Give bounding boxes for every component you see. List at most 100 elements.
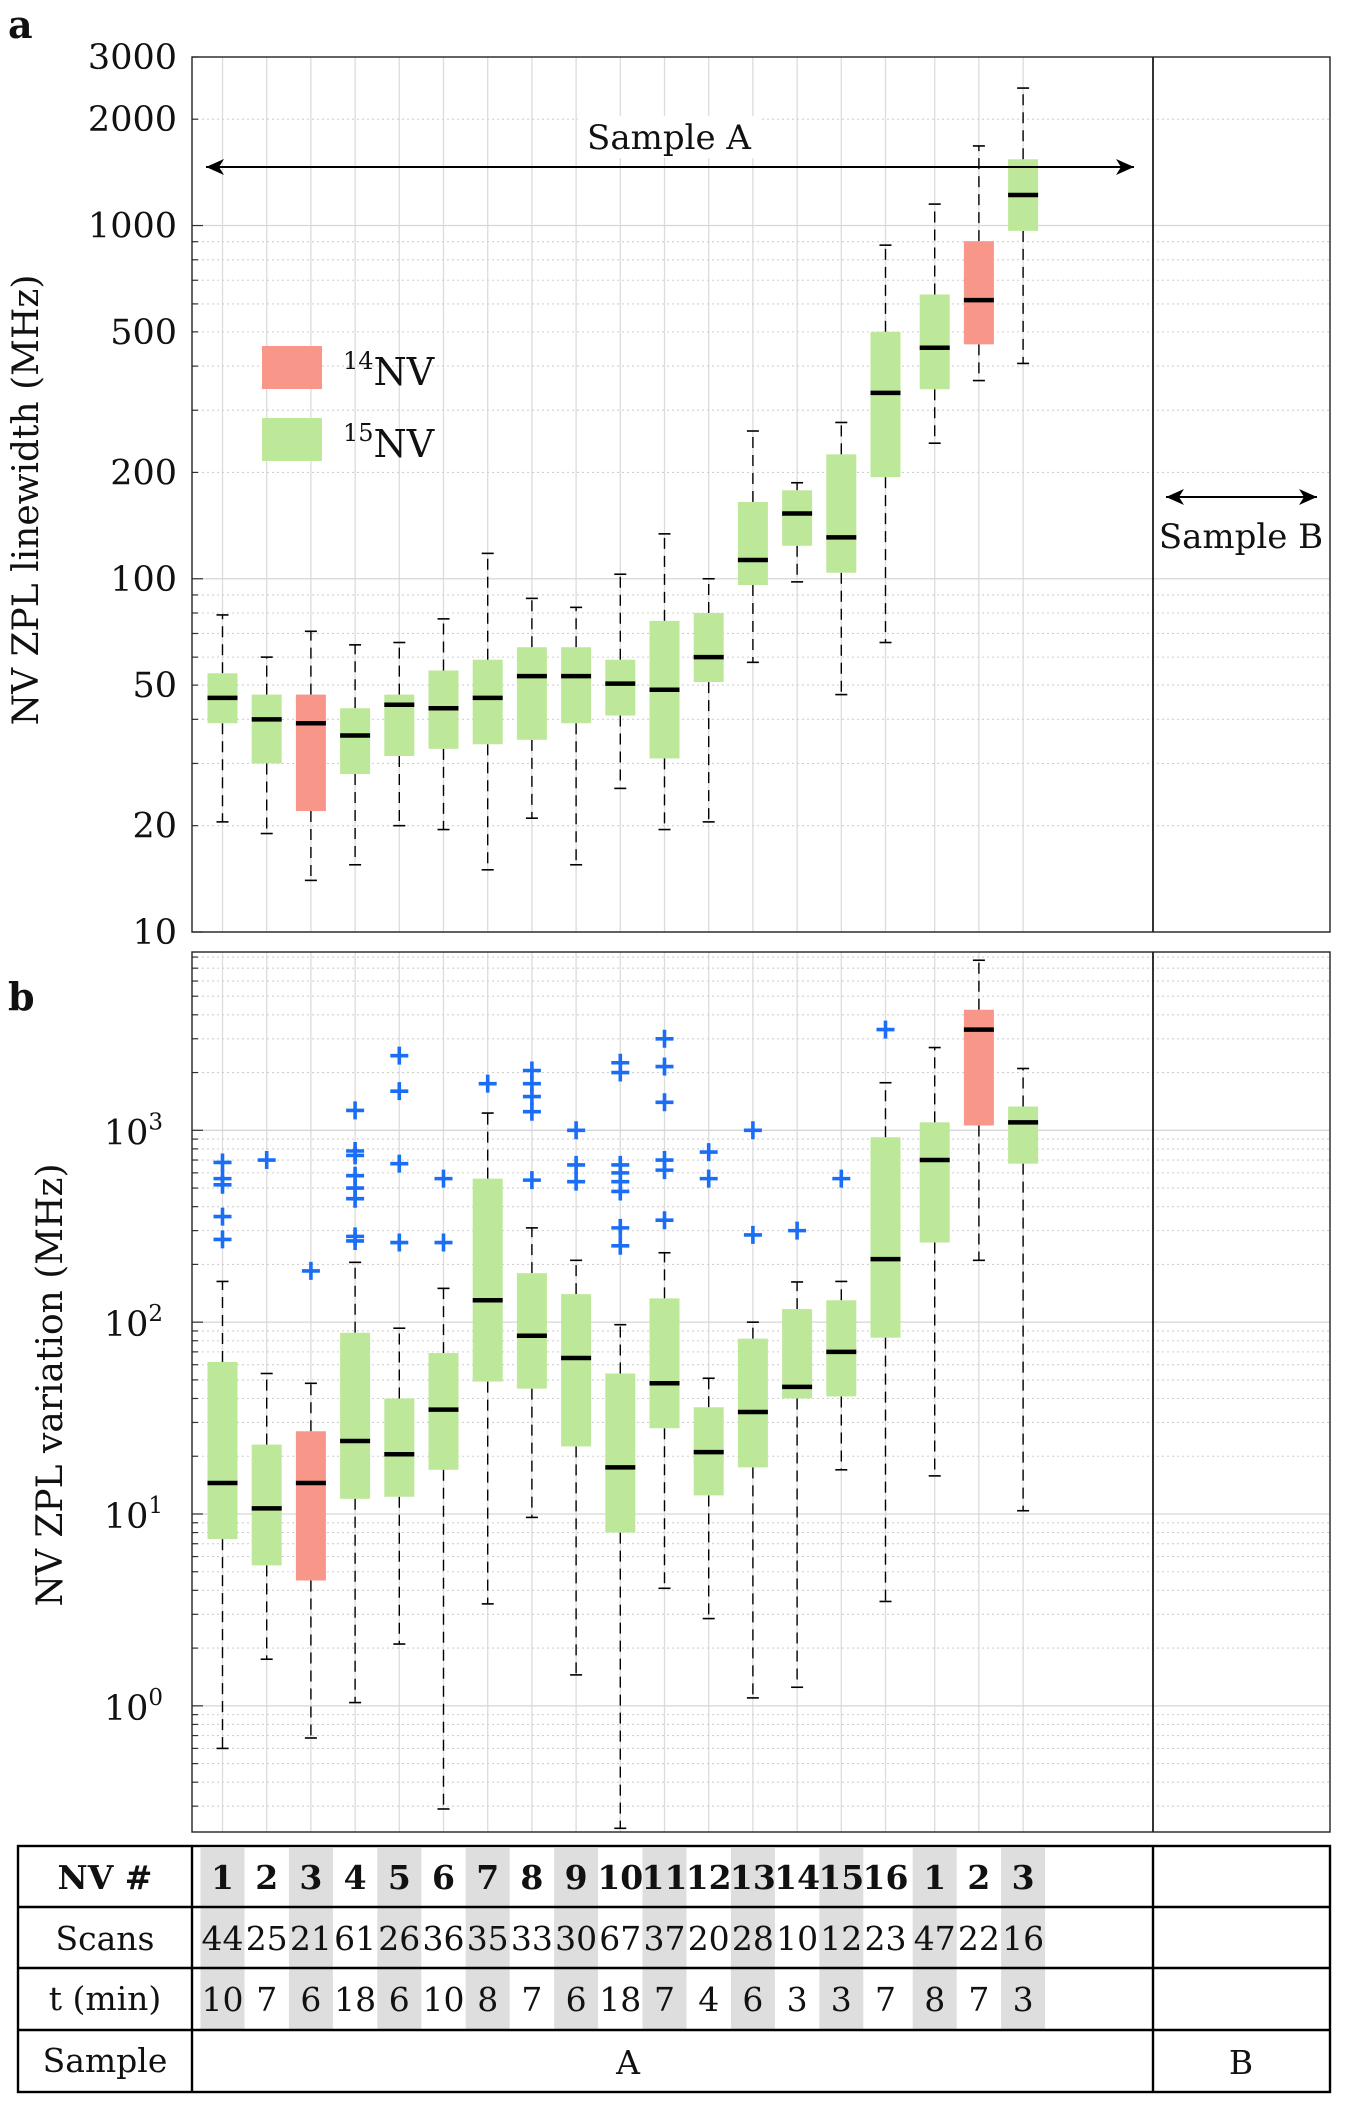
outlier-marker bbox=[346, 1101, 365, 1120]
box-nv-A15 bbox=[826, 421, 857, 696]
legend-label-14nv: 14NV bbox=[343, 347, 435, 394]
table-cell-nv: 4 bbox=[344, 1858, 367, 1897]
legend-label-15nv: 15NV bbox=[343, 419, 435, 466]
y-tick-label: 101 bbox=[104, 1493, 163, 1537]
box-nv-A12 bbox=[693, 577, 724, 823]
box-iqr bbox=[919, 294, 950, 390]
box-nv-A12 bbox=[693, 1143, 724, 1620]
box-nv-A8 bbox=[516, 597, 547, 819]
box-nv-B3 bbox=[1008, 87, 1039, 365]
row-label-nv: NV # bbox=[58, 1858, 153, 1897]
box-iqr bbox=[251, 694, 282, 764]
table-cell-time: 10 bbox=[202, 1980, 244, 2019]
table-cell-time: 4 bbox=[698, 1980, 719, 2019]
panel-a-label: a bbox=[8, 2, 33, 47]
table-cell-scans: 37 bbox=[644, 1919, 686, 1958]
table-cell-scans: 47 bbox=[914, 1919, 956, 1958]
box-nv-A6 bbox=[428, 618, 459, 831]
y-tick-label: 3000 bbox=[88, 38, 177, 78]
box-iqr bbox=[516, 647, 547, 740]
sample-b-label: Sample B bbox=[1159, 517, 1323, 557]
outlier-marker bbox=[743, 1225, 762, 1244]
y-tick-label: 50 bbox=[132, 666, 177, 706]
table-cell-nv: 1 bbox=[923, 1858, 946, 1897]
outlier-marker bbox=[522, 1102, 541, 1121]
outlier-marker bbox=[699, 1169, 718, 1188]
outlier-marker bbox=[257, 1151, 276, 1170]
box-nv-A3 bbox=[295, 1261, 326, 1739]
outlier-marker bbox=[699, 1143, 718, 1162]
row-label-sample: Sample bbox=[43, 2041, 168, 2080]
box-iqr bbox=[963, 1009, 994, 1126]
variation-chart: b NV ZPL variation (MHz) 100 101 102 103 bbox=[8, 951, 1331, 1833]
table-cell-scans: 28 bbox=[732, 1919, 774, 1958]
box-iqr bbox=[963, 241, 994, 345]
table-cell-scans: 30 bbox=[555, 1919, 597, 1958]
outlier-marker bbox=[567, 1172, 586, 1191]
outlier-marker bbox=[611, 1236, 630, 1255]
outlier-marker bbox=[611, 1053, 630, 1072]
table-cell-nv: 15 bbox=[818, 1858, 864, 1897]
table-cell-nv: 12 bbox=[686, 1858, 732, 1897]
table-cell-scans: 16 bbox=[1002, 1919, 1044, 1958]
table-cell-time: 7 bbox=[521, 1980, 542, 2019]
box-iqr bbox=[782, 1309, 813, 1399]
grid-a bbox=[192, 56, 1330, 933]
table-cell-scans: 25 bbox=[246, 1919, 288, 1958]
box-iqr bbox=[251, 1444, 282, 1566]
table-lines bbox=[16, 1844, 1332, 2094]
box-nv-A5 bbox=[384, 641, 415, 827]
box-nv-A14 bbox=[782, 481, 813, 583]
box-iqr bbox=[207, 1361, 238, 1540]
box-nv-A16 bbox=[870, 244, 901, 644]
box-iqr bbox=[605, 1373, 636, 1533]
table-cell-scans: 33 bbox=[511, 1919, 553, 1958]
box-iqr bbox=[737, 1338, 768, 1468]
outlier-marker bbox=[655, 1211, 674, 1230]
box-iqr bbox=[1008, 1106, 1039, 1164]
outlier-marker bbox=[567, 1121, 586, 1140]
outlier-marker bbox=[478, 1074, 497, 1093]
sample-a-label: Sample A bbox=[587, 118, 751, 158]
box-iqr bbox=[384, 1398, 415, 1497]
box-iqr bbox=[782, 490, 813, 546]
table-cell-nv: 2 bbox=[967, 1858, 990, 1897]
table-cell-scans: 35 bbox=[467, 1919, 509, 1958]
box-iqr bbox=[649, 1298, 680, 1429]
box-iqr bbox=[516, 1273, 547, 1389]
table-shading bbox=[200, 1848, 1046, 2029]
table-shade-col bbox=[730, 1848, 775, 2029]
table-cell-nv: 3 bbox=[1012, 1858, 1035, 1897]
panel-b-label: b bbox=[8, 974, 35, 1019]
table-cell-time: 3 bbox=[831, 1980, 852, 2019]
table-cell-time: 6 bbox=[742, 1980, 763, 2019]
row-label-time: t (min) bbox=[49, 1979, 162, 2018]
outlier-marker bbox=[213, 1207, 232, 1226]
box-iqr bbox=[561, 1294, 592, 1447]
box-nv-A6 bbox=[428, 1169, 459, 1810]
box-iqr bbox=[826, 454, 857, 573]
box-nv-A9 bbox=[561, 606, 592, 866]
box-iqr bbox=[693, 612, 724, 683]
table-cell-nv: 13 bbox=[730, 1858, 776, 1897]
box-nv-B1 bbox=[919, 1046, 950, 1477]
table-cell-scans: 10 bbox=[776, 1919, 818, 1958]
table-cell-time: 18 bbox=[334, 1980, 376, 2019]
box-iqr bbox=[561, 647, 592, 724]
table-cell-nv: 5 bbox=[388, 1858, 411, 1897]
outlier-marker bbox=[390, 1046, 409, 1065]
box-nv-B1 bbox=[919, 203, 950, 444]
table-cell-time: 3 bbox=[787, 1980, 808, 2019]
y-tick-label: 102 bbox=[104, 1301, 163, 1345]
table-shade-col bbox=[642, 1848, 687, 2029]
y-tick-label: 2000 bbox=[88, 100, 177, 140]
box-nv-B2 bbox=[963, 145, 994, 382]
outlier-marker bbox=[301, 1261, 320, 1280]
outlier-marker bbox=[788, 1221, 807, 1240]
outlier-marker bbox=[390, 1233, 409, 1252]
box-nv-A13 bbox=[737, 1121, 768, 1699]
box-iqr bbox=[472, 659, 503, 745]
y-tick-label: 1000 bbox=[88, 207, 177, 247]
box-iqr bbox=[295, 1431, 326, 1581]
box-nv-A11 bbox=[649, 533, 680, 831]
